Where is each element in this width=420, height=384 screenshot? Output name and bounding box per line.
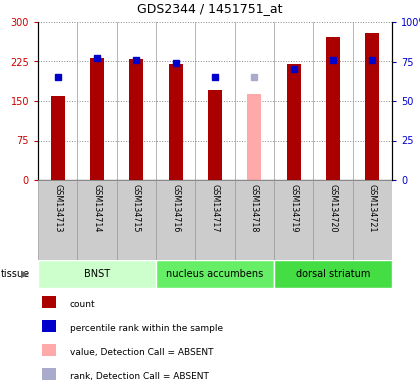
Bar (326, 37, 340, 180)
Text: percentile rank within the sample: percentile rank within the sample (70, 324, 223, 333)
Text: GSM134716: GSM134716 (171, 184, 180, 232)
Text: BNST: BNST (84, 269, 110, 279)
Bar (235, 180, 274, 260)
Text: ▶: ▶ (21, 269, 29, 279)
Text: tissue: tissue (1, 269, 30, 279)
Text: GSM134720: GSM134720 (328, 184, 338, 232)
Bar (247, 94, 261, 180)
Text: GSM134719: GSM134719 (289, 184, 298, 232)
Bar (117, 180, 156, 260)
Bar (42, 368, 56, 380)
Bar (274, 180, 313, 260)
Bar (169, 64, 183, 180)
Bar (195, 180, 235, 260)
Bar (90, 58, 104, 180)
Bar (77, 180, 117, 260)
Bar (42, 296, 56, 308)
Bar (353, 180, 392, 260)
Text: GSM134714: GSM134714 (92, 184, 102, 232)
Bar (129, 59, 143, 180)
Bar (51, 96, 65, 180)
Text: value, Detection Call = ABSENT: value, Detection Call = ABSENT (70, 348, 213, 357)
Bar (38, 260, 156, 288)
Text: nucleus accumbens: nucleus accumbens (166, 269, 264, 279)
Text: GSM134718: GSM134718 (250, 184, 259, 232)
Bar (274, 260, 392, 288)
Bar (313, 180, 353, 260)
Text: dorsal striatum: dorsal striatum (296, 269, 370, 279)
Text: rank, Detection Call = ABSENT: rank, Detection Call = ABSENT (70, 372, 209, 381)
Text: GSM134717: GSM134717 (210, 184, 220, 232)
Bar (208, 91, 222, 180)
Bar (156, 180, 195, 260)
Bar (287, 64, 301, 180)
Text: GSM134715: GSM134715 (132, 184, 141, 232)
Text: GSM134721: GSM134721 (368, 184, 377, 232)
Text: GDS2344 / 1451751_at: GDS2344 / 1451751_at (137, 2, 283, 15)
Text: count: count (70, 300, 95, 309)
Bar (42, 320, 56, 332)
Bar (42, 344, 56, 356)
Bar (365, 33, 379, 180)
Bar (38, 180, 77, 260)
Bar (156, 260, 274, 288)
Text: GSM134713: GSM134713 (53, 184, 62, 232)
